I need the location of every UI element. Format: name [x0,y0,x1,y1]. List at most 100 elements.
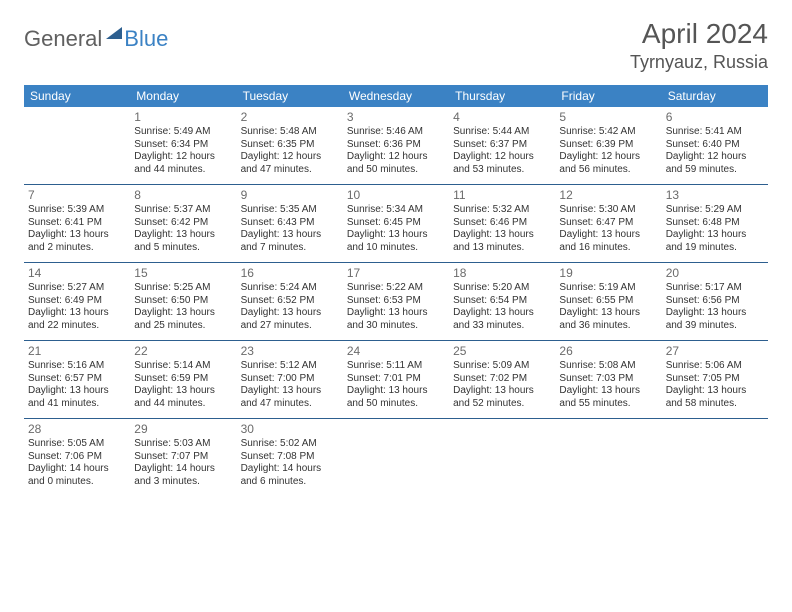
logo-text-1: General [24,26,102,52]
calendar-row: 28Sunrise: 5:05 AMSunset: 7:06 PMDayligh… [24,419,768,497]
calendar-cell: 14Sunrise: 5:27 AMSunset: 6:49 PMDayligh… [24,263,130,341]
sunset-line: Sunset: 7:01 PM [347,373,445,386]
sunrise-line: Sunrise: 5:44 AM [453,126,551,139]
calendar-cell: 11Sunrise: 5:32 AMSunset: 6:46 PMDayligh… [449,185,555,263]
daylight-line: Daylight: 12 hours and 47 minutes. [241,151,339,176]
calendar-row: 14Sunrise: 5:27 AMSunset: 6:49 PMDayligh… [24,263,768,341]
sunrise-line: Sunrise: 5:17 AM [666,282,764,295]
calendar-cell: 20Sunrise: 5:17 AMSunset: 6:56 PMDayligh… [662,263,768,341]
calendar-cell [343,419,449,497]
calendar-row: 7Sunrise: 5:39 AMSunset: 6:41 PMDaylight… [24,185,768,263]
calendar-cell: 26Sunrise: 5:08 AMSunset: 7:03 PMDayligh… [555,341,661,419]
sunset-line: Sunset: 6:41 PM [28,217,126,230]
sunrise-line: Sunrise: 5:35 AM [241,204,339,217]
sunset-line: Sunset: 7:03 PM [559,373,657,386]
sunrise-line: Sunrise: 5:25 AM [134,282,232,295]
day-number: 9 [241,188,339,203]
day-number: 13 [666,188,764,203]
calendar-cell: 4Sunrise: 5:44 AMSunset: 6:37 PMDaylight… [449,107,555,185]
calendar-cell: 8Sunrise: 5:37 AMSunset: 6:42 PMDaylight… [130,185,236,263]
sunset-line: Sunset: 7:08 PM [241,451,339,464]
daylight-line: Daylight: 13 hours and 52 minutes. [453,385,551,410]
sunset-line: Sunset: 6:52 PM [241,295,339,308]
sunrise-line: Sunrise: 5:42 AM [559,126,657,139]
logo-triangle-icon [106,27,122,39]
sunset-line: Sunset: 6:42 PM [134,217,232,230]
calendar-row: 21Sunrise: 5:16 AMSunset: 6:57 PMDayligh… [24,341,768,419]
sunrise-line: Sunrise: 5:46 AM [347,126,445,139]
day-number: 2 [241,110,339,125]
calendar-cell: 24Sunrise: 5:11 AMSunset: 7:01 PMDayligh… [343,341,449,419]
day-number: 15 [134,266,232,281]
title-box: April 2024 Tyrnyauz, Russia [630,18,768,73]
sunset-line: Sunset: 6:46 PM [453,217,551,230]
day-number: 4 [453,110,551,125]
sunrise-line: Sunrise: 5:24 AM [241,282,339,295]
day-number: 19 [559,266,657,281]
calendar-cell: 22Sunrise: 5:14 AMSunset: 6:59 PMDayligh… [130,341,236,419]
daylight-line: Daylight: 13 hours and 41 minutes. [28,385,126,410]
day-number: 17 [347,266,445,281]
daylight-line: Daylight: 13 hours and 47 minutes. [241,385,339,410]
calendar-cell: 27Sunrise: 5:06 AMSunset: 7:05 PMDayligh… [662,341,768,419]
daylight-line: Daylight: 12 hours and 56 minutes. [559,151,657,176]
sunset-line: Sunset: 6:54 PM [453,295,551,308]
daylight-line: Daylight: 13 hours and 25 minutes. [134,307,232,332]
sunset-line: Sunset: 6:48 PM [666,217,764,230]
daylight-line: Daylight: 13 hours and 10 minutes. [347,229,445,254]
daylight-line: Daylight: 14 hours and 3 minutes. [134,463,232,488]
sunset-line: Sunset: 6:55 PM [559,295,657,308]
sunrise-line: Sunrise: 5:08 AM [559,360,657,373]
sunrise-line: Sunrise: 5:05 AM [28,438,126,451]
calendar-cell: 1Sunrise: 5:49 AMSunset: 6:34 PMDaylight… [130,107,236,185]
logo-text-2: Blue [124,26,168,52]
sunrise-line: Sunrise: 5:02 AM [241,438,339,451]
calendar-cell [24,107,130,185]
daylight-line: Daylight: 12 hours and 59 minutes. [666,151,764,176]
day-number: 26 [559,344,657,359]
sunrise-line: Sunrise: 5:20 AM [453,282,551,295]
calendar-cell: 23Sunrise: 5:12 AMSunset: 7:00 PMDayligh… [237,341,343,419]
daylight-line: Daylight: 13 hours and 2 minutes. [28,229,126,254]
daylight-line: Daylight: 13 hours and 55 minutes. [559,385,657,410]
calendar-body: 1Sunrise: 5:49 AMSunset: 6:34 PMDaylight… [24,107,768,496]
daylight-line: Daylight: 13 hours and 5 minutes. [134,229,232,254]
daylight-line: Daylight: 13 hours and 19 minutes. [666,229,764,254]
day-number: 22 [134,344,232,359]
sunset-line: Sunset: 6:34 PM [134,139,232,152]
calendar-cell: 25Sunrise: 5:09 AMSunset: 7:02 PMDayligh… [449,341,555,419]
daylight-line: Daylight: 13 hours and 7 minutes. [241,229,339,254]
calendar-page: General Blue April 2024 Tyrnyauz, Russia… [0,0,792,514]
sunrise-line: Sunrise: 5:03 AM [134,438,232,451]
sunset-line: Sunset: 6:43 PM [241,217,339,230]
calendar-cell: 5Sunrise: 5:42 AMSunset: 6:39 PMDaylight… [555,107,661,185]
daylight-line: Daylight: 13 hours and 44 minutes. [134,385,232,410]
day-number: 14 [28,266,126,281]
sunrise-line: Sunrise: 5:49 AM [134,126,232,139]
calendar-cell: 29Sunrise: 5:03 AMSunset: 7:07 PMDayligh… [130,419,236,497]
day-number: 27 [666,344,764,359]
calendar-row: 1Sunrise: 5:49 AMSunset: 6:34 PMDaylight… [24,107,768,185]
calendar-cell: 7Sunrise: 5:39 AMSunset: 6:41 PMDaylight… [24,185,130,263]
calendar-cell: 9Sunrise: 5:35 AMSunset: 6:43 PMDaylight… [237,185,343,263]
sunrise-line: Sunrise: 5:09 AM [453,360,551,373]
sunrise-line: Sunrise: 5:16 AM [28,360,126,373]
calendar-cell: 28Sunrise: 5:05 AMSunset: 7:06 PMDayligh… [24,419,130,497]
sunrise-line: Sunrise: 5:41 AM [666,126,764,139]
daylight-line: Daylight: 12 hours and 44 minutes. [134,151,232,176]
col-thursday: Thursday [449,85,555,107]
sunrise-line: Sunrise: 5:22 AM [347,282,445,295]
sunset-line: Sunset: 6:59 PM [134,373,232,386]
calendar-cell: 21Sunrise: 5:16 AMSunset: 6:57 PMDayligh… [24,341,130,419]
sunset-line: Sunset: 7:05 PM [666,373,764,386]
calendar-cell: 10Sunrise: 5:34 AMSunset: 6:45 PMDayligh… [343,185,449,263]
location: Tyrnyauz, Russia [630,52,768,73]
calendar-head: Sunday Monday Tuesday Wednesday Thursday… [24,85,768,107]
sunrise-line: Sunrise: 5:30 AM [559,204,657,217]
daylight-line: Daylight: 13 hours and 36 minutes. [559,307,657,332]
day-number: 24 [347,344,445,359]
sunrise-line: Sunrise: 5:39 AM [28,204,126,217]
day-number: 21 [28,344,126,359]
sunrise-line: Sunrise: 5:19 AM [559,282,657,295]
day-number: 18 [453,266,551,281]
